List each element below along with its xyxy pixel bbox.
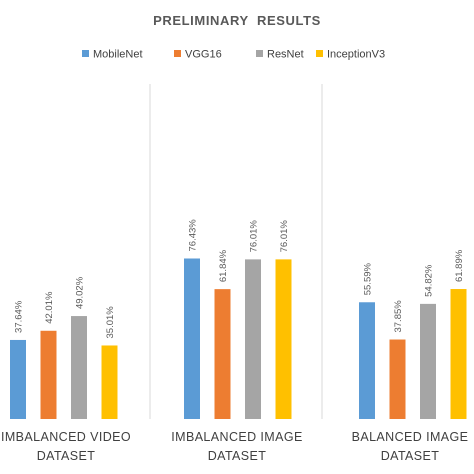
legend-swatch-inceptionv3 <box>316 50 323 57</box>
category-label-3-word-2: IMAGE <box>426 430 468 444</box>
data-labels: 37.64% 76.43% 55.59% 42.01% 61.84% 37.85% 49.0… <box>13 219 465 339</box>
data-label-vgg16-1: 42.01% <box>44 291 55 324</box>
category-label-1-word-1: IMBALANCED <box>1 430 86 444</box>
bar-vgg16-3 <box>389 339 406 419</box>
category-separators <box>149 84 323 419</box>
legend-label-inceptionv3: InceptionV3 <box>327 49 385 61</box>
bar-resnet-2 <box>245 259 261 419</box>
category-label-1-word-2: VIDEO <box>90 430 131 444</box>
bar-mobilenet-2 <box>184 258 200 419</box>
data-label-mobilenet-1: 37.64% <box>13 300 24 333</box>
category-label-3-word-1: BALANCED <box>352 430 423 444</box>
data-label-vgg16-2: 61.84% <box>218 249 229 282</box>
category-labels: IMBALANCED VIDEO DATASET IMBALANCED IMAGE D… <box>1 430 468 463</box>
data-label-resnet-3: 54.82% <box>423 264 434 297</box>
category-label-2-word-1: IMBALANCED <box>171 430 256 444</box>
data-label-resnet-2: 76.01% <box>248 220 259 253</box>
legend: MobileNet VGG16 ResNet InceptionV3 <box>82 49 385 61</box>
category-label-2-word-2: IMAGE <box>260 430 302 444</box>
data-label-inceptionv3-3: 61.89% <box>454 249 465 282</box>
category-label-3-line-1: BALANCED IMAGE <box>352 430 469 444</box>
data-label-inceptionv3-2: 76.01% <box>279 220 290 253</box>
bar-vgg16-2 <box>214 289 231 419</box>
data-label-mobilenet-2: 76.43% <box>187 219 198 252</box>
bar-mobilenet-1 <box>10 339 26 419</box>
chart-title: PRELIMINARY RESULTS <box>153 13 321 28</box>
legend-label-resnet: ResNet <box>267 49 304 61</box>
data-label-vgg16-3: 37.85% <box>393 300 404 333</box>
bar-mobilenet-3 <box>359 302 375 419</box>
category-label-2-line-2: DATASET <box>208 449 267 463</box>
category-label-1-line-1: IMBALANCED VIDEO <box>1 430 131 444</box>
legend-label-vgg16: VGG16 <box>185 49 222 61</box>
bar-inceptionv3-1 <box>101 345 118 419</box>
legend-swatch-vgg16 <box>174 50 181 57</box>
data-label-resnet-1: 49.02% <box>74 276 85 309</box>
category-label-3-line-2: DATASET <box>381 449 440 463</box>
data-label-inceptionv3-1: 35.01% <box>105 306 116 339</box>
bar-vgg16-1 <box>40 330 57 419</box>
legend-label-mobilenet: MobileNet <box>93 49 143 61</box>
bar-inceptionv3-2 <box>275 259 292 419</box>
bar-inceptionv3-3 <box>450 289 467 419</box>
bar-resnet-3 <box>420 303 436 419</box>
data-label-mobilenet-3: 55.59% <box>362 262 373 295</box>
bars <box>10 258 467 419</box>
category-label-2-line-1: IMBALANCED IMAGE <box>171 430 302 444</box>
category-label-1-line-2: DATASET <box>37 449 96 463</box>
legend-swatch-mobilenet <box>82 50 89 57</box>
bar-resnet-1 <box>71 316 87 419</box>
legend-swatch-resnet <box>256 50 263 57</box>
